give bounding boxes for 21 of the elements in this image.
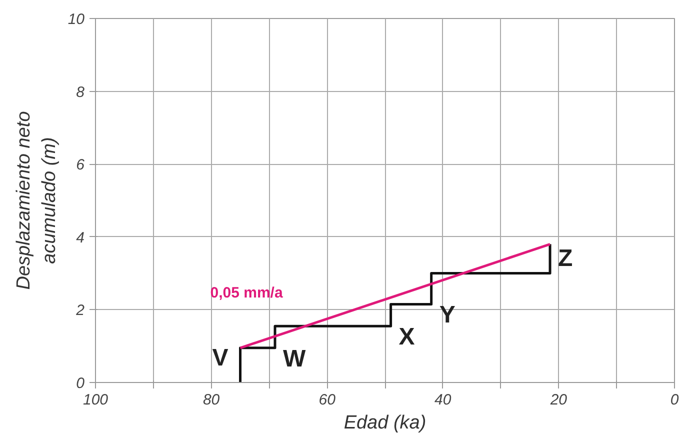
line-series: [239, 242, 552, 382]
annotation: Z: [558, 245, 573, 272]
y-tick-label: 6: [76, 156, 86, 174]
y-tick-label: 0: [76, 375, 86, 392]
x-tick-label: 80: [202, 392, 220, 408]
annotation: X: [398, 324, 415, 350]
x-tick-label: 100: [82, 392, 109, 408]
annotation: V: [212, 344, 228, 372]
y-tick-label: 4: [76, 229, 84, 246]
x-axis-title: Edad (ka): [344, 412, 426, 434]
x-tick-label: 0: [670, 392, 680, 408]
y-axis-title: Desplazamiento neto acumulado (m): [14, 111, 60, 290]
x-tick-label: 20: [549, 392, 568, 408]
annotation: Y: [439, 302, 456, 329]
x-tick-label: 40: [434, 392, 452, 408]
x-tick-label: 60: [318, 392, 336, 408]
y-tick-label: 8: [76, 84, 86, 101]
y-tick-label: 10: [68, 11, 86, 28]
annotation: 0,05 mm/a: [210, 284, 284, 302]
y-tick-label: 2: [75, 302, 86, 320]
annotation: W: [282, 345, 306, 372]
